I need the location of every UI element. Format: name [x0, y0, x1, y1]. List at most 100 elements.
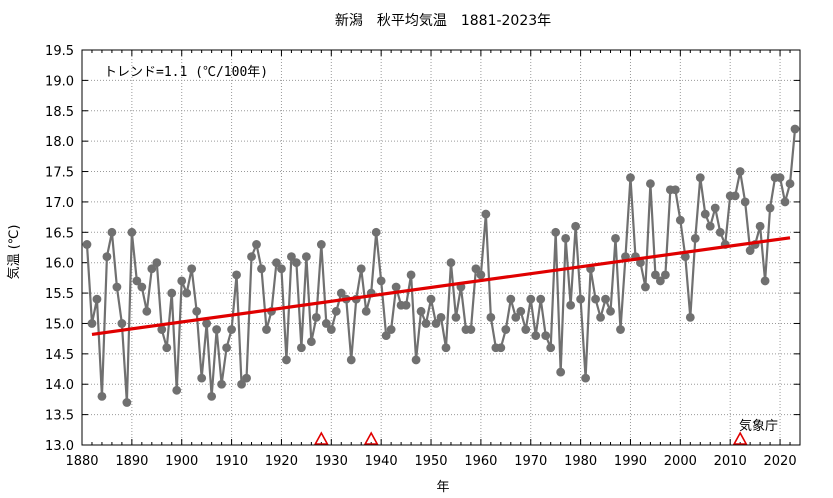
trend-label: トレンド=1.1 (℃/100年)	[104, 65, 268, 80]
data-point	[636, 258, 645, 268]
station-change-marker	[732, 431, 748, 445]
data-point	[82, 240, 92, 249]
data-point	[132, 276, 142, 286]
x-tick-label: 2020	[764, 454, 797, 469]
data-point	[232, 270, 241, 280]
data-point	[391, 282, 401, 292]
tick-labels: 1880 1890 1900 1910 1920 1930 1940 1950 1960 1970…	[45, 44, 797, 469]
data-point	[546, 343, 556, 353]
data-point	[296, 343, 306, 353]
data-point	[566, 300, 576, 310]
data-point	[551, 227, 561, 237]
y-tick-label: 13.0	[45, 439, 74, 454]
data-point	[152, 258, 162, 268]
x-tick-label: 1910	[215, 454, 248, 469]
station-change-marker	[363, 431, 379, 445]
data-point	[117, 319, 127, 328]
data-point	[541, 331, 551, 341]
data-point	[646, 179, 655, 189]
data-point	[715, 227, 725, 237]
data-point	[127, 227, 137, 237]
x-tick-label: 2010	[714, 454, 747, 469]
plot-frame	[81, 49, 801, 446]
data-point	[277, 264, 286, 274]
data-point	[212, 325, 222, 334]
data-point	[690, 233, 700, 243]
source-label: 気象庁	[739, 418, 778, 434]
data-point	[446, 258, 456, 268]
data-point	[516, 306, 526, 316]
data-point	[102, 252, 112, 262]
y-tick-label: 19.0	[45, 74, 74, 89]
data-point	[376, 276, 386, 286]
data-point	[740, 197, 750, 207]
data-point	[401, 300, 411, 310]
data-point	[182, 288, 192, 298]
data-point	[416, 306, 426, 316]
data-point	[496, 343, 506, 353]
data-point	[306, 337, 316, 347]
y-tick-label: 13.5	[45, 409, 74, 424]
data-point	[321, 319, 331, 328]
chart-title: 新潟 秋平均気温 1881-2023年	[335, 13, 551, 29]
data-point	[765, 203, 775, 213]
data-point	[675, 215, 685, 225]
data-point	[660, 270, 670, 280]
data-point	[531, 331, 541, 341]
data-point	[486, 312, 496, 322]
data-point	[705, 221, 715, 231]
data-point	[227, 325, 236, 334]
data-point	[207, 391, 217, 401]
data-point	[426, 294, 436, 304]
data-point	[471, 264, 481, 274]
y-axis-label: 気温 (℃)	[6, 225, 22, 280]
data-point	[506, 294, 516, 304]
data-point	[301, 252, 311, 262]
x-axis-label: 年	[436, 480, 449, 495]
trend-line	[91, 236, 791, 336]
data-point	[386, 325, 396, 334]
data-point	[606, 306, 615, 316]
data-point	[556, 367, 566, 377]
data-point	[292, 258, 301, 268]
data-point	[122, 398, 132, 407]
data-point	[331, 306, 341, 316]
data-point	[252, 240, 261, 249]
data-point	[262, 325, 271, 334]
y-tick-label: 17.0	[45, 196, 74, 211]
data-point	[775, 173, 785, 183]
data-point	[356, 264, 366, 274]
data-point	[511, 312, 521, 322]
y-tick-label: 15.5	[45, 287, 74, 302]
x-tick-label: 1990	[614, 454, 647, 469]
data-point	[745, 246, 755, 255]
data-point	[336, 288, 346, 298]
data-point	[242, 373, 251, 383]
y-tick-label: 18.5	[45, 105, 74, 120]
data-point	[576, 294, 586, 304]
data-point	[755, 221, 765, 231]
data-point	[162, 343, 172, 353]
y-tick-label: 16.0	[45, 257, 74, 272]
data-point	[790, 124, 800, 134]
data-point	[147, 264, 157, 274]
data-point	[137, 282, 147, 292]
data-point	[177, 276, 187, 286]
data-point	[700, 209, 710, 219]
data-point	[311, 312, 321, 322]
x-tick-label: 1890	[115, 454, 148, 469]
data-point	[680, 252, 690, 262]
data-point	[257, 264, 266, 274]
data-point	[371, 227, 381, 237]
data-point	[571, 221, 581, 231]
data-point	[406, 270, 416, 280]
data-point	[87, 319, 97, 328]
data-point	[237, 379, 246, 389]
data-point	[346, 355, 356, 365]
data-point	[202, 319, 212, 328]
y-tick-label: 19.5	[45, 44, 74, 59]
data-point	[785, 179, 795, 189]
y-tick-label: 14.5	[45, 348, 74, 363]
y-tick-label: 14.0	[45, 378, 74, 393]
